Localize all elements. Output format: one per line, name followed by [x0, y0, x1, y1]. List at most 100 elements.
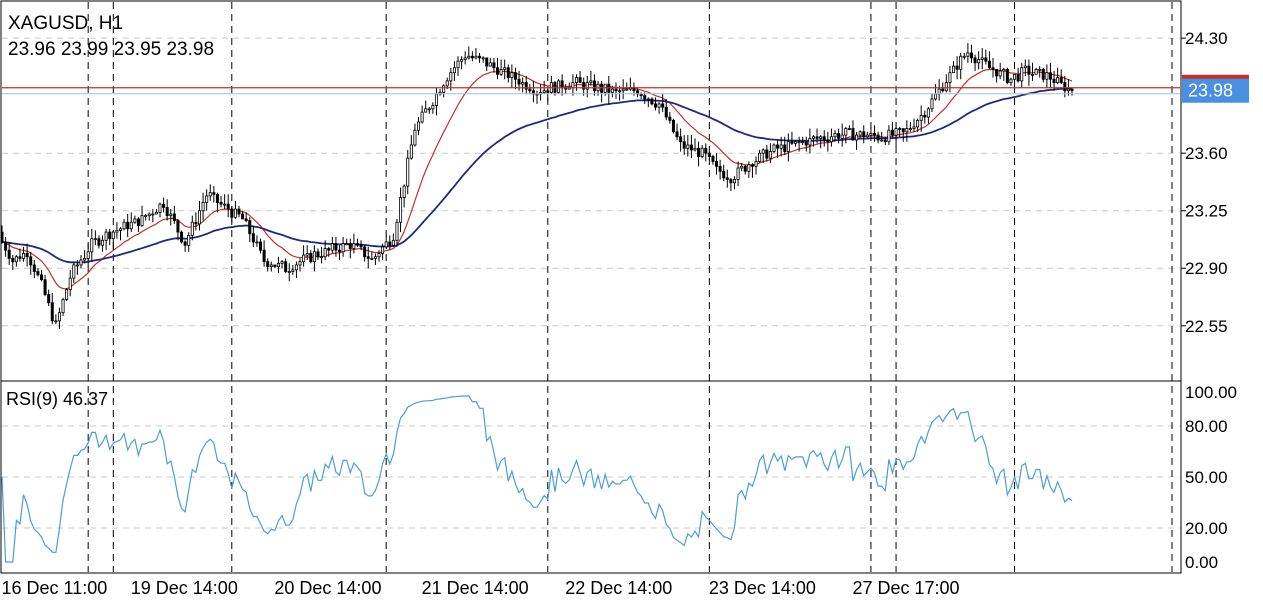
candle-body	[284, 261, 288, 272]
candle-body	[546, 90, 550, 93]
candle-body	[442, 85, 446, 93]
candle	[668, 112, 672, 124]
candle	[83, 250, 87, 264]
candle-body	[819, 136, 823, 139]
candle	[427, 107, 431, 114]
candle-body	[427, 108, 431, 111]
candle	[977, 51, 981, 70]
candle-body	[90, 238, 94, 253]
candle-body	[517, 78, 521, 85]
candle	[898, 126, 902, 137]
candle-body	[1066, 88, 1070, 92]
candle	[1027, 59, 1031, 86]
candle	[101, 235, 105, 252]
candle-body	[122, 221, 126, 230]
symbol-title: XAGUSD, H1	[8, 13, 123, 34]
candle-body	[434, 93, 438, 106]
candle	[162, 197, 166, 213]
candle	[25, 243, 29, 267]
candle-body	[176, 220, 180, 233]
candle	[653, 97, 658, 111]
candle	[797, 136, 801, 152]
candle-body	[571, 82, 575, 88]
candle	[761, 148, 765, 164]
candle	[431, 102, 435, 114]
candle-body	[370, 257, 374, 260]
candle-body	[707, 152, 711, 157]
candle	[718, 159, 722, 180]
candle	[966, 43, 970, 63]
candle-body	[783, 144, 787, 152]
candle	[546, 89, 550, 101]
candle-body	[266, 261, 270, 267]
candles[interactable]	[0, 43, 1074, 330]
candle-body	[338, 249, 342, 253]
candle	[657, 102, 661, 114]
candle-body	[574, 77, 579, 83]
candle-body	[416, 121, 421, 131]
candle-body	[880, 139, 884, 142]
rsi-series	[1, 395, 1073, 563]
candle-body	[291, 269, 295, 272]
candle-body	[79, 259, 83, 266]
candle-body	[826, 139, 830, 143]
candle	[722, 164, 726, 182]
candle	[420, 105, 424, 124]
candle	[294, 261, 298, 279]
candle	[747, 161, 751, 178]
candle-body	[840, 134, 844, 139]
candle	[700, 144, 704, 159]
candle-body	[359, 244, 363, 248]
candle-body	[298, 261, 302, 266]
candle	[855, 131, 859, 150]
candle	[18, 248, 22, 262]
candle	[68, 269, 72, 297]
candle	[937, 79, 941, 101]
candle	[492, 57, 496, 73]
candle-body	[1005, 68, 1009, 83]
candle	[495, 57, 500, 80]
candle	[230, 205, 234, 223]
rsi-tick-label: 0.00	[1185, 553, 1218, 572]
candle-body	[276, 262, 280, 268]
candle	[783, 136, 787, 155]
candle	[650, 97, 654, 106]
candle	[334, 237, 338, 257]
candle-body	[355, 243, 359, 246]
candle	[869, 126, 873, 139]
candle-body	[201, 202, 205, 212]
candle	[456, 56, 460, 76]
candle-body	[402, 185, 406, 198]
candle	[363, 245, 367, 262]
candle-body	[998, 70, 1002, 77]
candle-body	[180, 231, 184, 243]
candle-body	[381, 246, 385, 254]
candle	[151, 209, 155, 223]
candle-body	[715, 161, 719, 167]
candle	[65, 287, 69, 302]
candle	[980, 48, 984, 70]
candle	[377, 250, 381, 262]
candle-body	[101, 239, 105, 246]
candle-body	[478, 55, 482, 59]
candle-body	[822, 136, 826, 141]
candle-body	[625, 88, 629, 91]
candle	[578, 71, 582, 83]
candle	[984, 49, 988, 65]
candle-body	[36, 271, 40, 276]
price-tick-label: 23.60	[1185, 144, 1228, 163]
candle-body	[50, 302, 54, 322]
candle-body	[348, 243, 352, 249]
candle-body	[334, 243, 338, 251]
candle	[524, 75, 528, 95]
candle-body	[345, 243, 349, 245]
candle-body	[269, 264, 273, 267]
candle-body	[212, 192, 216, 195]
candle-body	[248, 220, 252, 235]
candle	[987, 51, 991, 70]
candle-body	[488, 62, 492, 67]
candle-body	[890, 129, 894, 136]
candle	[883, 136, 887, 145]
